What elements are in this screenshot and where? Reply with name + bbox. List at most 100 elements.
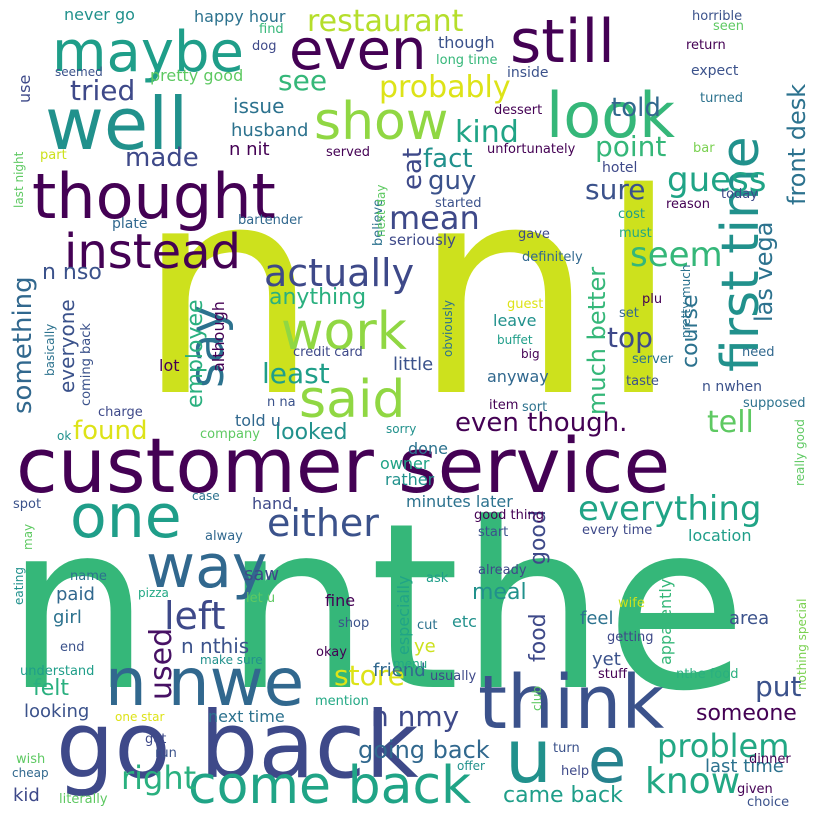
word: last time: [705, 756, 784, 777]
word: everything: [578, 489, 762, 529]
word: case: [192, 489, 220, 503]
word: husband: [231, 120, 309, 141]
word: run: [155, 746, 177, 761]
word: wish: [16, 752, 46, 767]
word: big: [521, 347, 540, 361]
word: even: [289, 18, 427, 83]
word: way: [146, 532, 268, 602]
word: apparently: [656, 578, 675, 665]
word: inside: [507, 65, 549, 81]
word: club: [530, 685, 544, 711]
word: seriously: [389, 231, 456, 249]
word: turn: [553, 741, 580, 756]
word: got: [145, 732, 167, 747]
word: never go: [64, 5, 135, 24]
word: company: [200, 427, 260, 442]
word: area: [729, 608, 770, 629]
word: problem: [657, 727, 790, 765]
word: eating: [12, 567, 26, 605]
word: basically: [43, 323, 57, 376]
word: kid: [13, 785, 40, 806]
word: leave: [493, 311, 537, 330]
word: guess: [667, 160, 767, 200]
word: dog: [252, 39, 277, 54]
word: may: [21, 523, 35, 550]
word: plu: [642, 292, 663, 307]
word: issue: [233, 94, 285, 118]
word: something: [8, 276, 38, 414]
word: said: [299, 370, 406, 430]
word: maybe: [52, 20, 245, 85]
word: told: [611, 93, 661, 123]
word: plate: [112, 216, 148, 232]
word: although: [209, 301, 228, 372]
word: today: [721, 187, 758, 202]
word: fine: [325, 591, 356, 610]
word: gave: [518, 227, 550, 242]
word: top: [607, 321, 653, 354]
word: shop: [338, 616, 370, 631]
word: must: [619, 226, 652, 241]
word: n nthe: [5, 475, 748, 742]
word: getting: [607, 630, 654, 645]
word: n nwhen: [702, 379, 763, 395]
word: lot: [159, 356, 180, 375]
word: etc: [452, 612, 477, 631]
word: think: [478, 660, 665, 746]
word: one: [70, 482, 182, 552]
word: told u: [235, 411, 281, 430]
word: end: [60, 640, 85, 655]
word: guy: [428, 166, 477, 196]
word: feel: [580, 608, 614, 629]
word: go back: [56, 692, 419, 799]
word: work: [281, 302, 407, 362]
word: show: [314, 92, 449, 152]
word: e: [588, 724, 627, 797]
word: used: [144, 627, 179, 700]
word: yet: [592, 649, 621, 670]
word: server: [632, 352, 674, 367]
word: bartender: [238, 213, 303, 228]
word: either: [267, 501, 379, 545]
word: let u: [246, 591, 276, 606]
word: ask: [426, 571, 449, 586]
word: sorry: [386, 422, 417, 436]
word: thought: [32, 160, 276, 233]
word: really good: [793, 419, 807, 486]
word: seemed: [55, 65, 103, 79]
word: reason: [666, 197, 710, 212]
word: already: [478, 563, 527, 578]
word: sure: [585, 173, 646, 206]
word: literally: [59, 792, 108, 807]
word: food: [526, 613, 551, 662]
word: pizza: [138, 586, 169, 600]
word: last night: [12, 151, 26, 208]
word: fact: [423, 144, 473, 174]
word: everyone: [55, 299, 79, 393]
word: tell: [707, 405, 754, 440]
word: long time: [436, 53, 498, 68]
word: las vega: [750, 221, 778, 322]
word: expect: [691, 63, 739, 79]
word: menu: [393, 657, 428, 671]
word: even though.: [455, 408, 628, 438]
word: taste: [626, 374, 659, 389]
word: ye: [414, 636, 436, 657]
word: return: [686, 38, 726, 53]
word: someone: [696, 701, 797, 726]
word: sort: [522, 400, 548, 415]
word: saw: [244, 564, 280, 585]
word: horrible: [692, 9, 743, 24]
word: employee: [183, 299, 208, 408]
word: felt: [33, 676, 70, 701]
word: cost: [618, 207, 645, 222]
word: pretty much: [679, 264, 693, 339]
word: good thing: [474, 508, 544, 523]
word: cheap: [12, 766, 49, 780]
word: happy hour: [194, 7, 286, 26]
word: anything: [269, 285, 367, 310]
word: especially: [394, 575, 413, 655]
word: one star: [115, 710, 165, 724]
word: turned: [700, 91, 743, 106]
